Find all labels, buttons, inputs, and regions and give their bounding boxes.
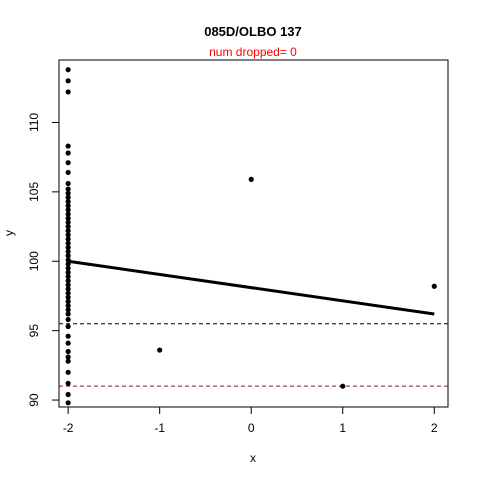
data-point — [65, 207, 71, 213]
data-point — [65, 298, 71, 305]
data-point — [65, 323, 71, 330]
data-point — [65, 369, 71, 375]
data-point — [65, 211, 71, 217]
y-tick-label: 90 — [27, 393, 41, 407]
chart-title: 085D/OLBO 137 — [204, 24, 302, 39]
data-point — [65, 180, 71, 187]
y-tick-label: 105 — [27, 182, 41, 202]
data-point — [65, 348, 71, 355]
data-point — [65, 190, 71, 196]
data-point — [65, 219, 71, 225]
data-point — [65, 269, 71, 275]
data-point — [65, 228, 71, 234]
data-point — [65, 143, 71, 149]
data-point — [65, 311, 71, 317]
reference-lines — [59, 323, 448, 387]
data-point — [248, 176, 254, 182]
data-point — [65, 261, 71, 267]
data-point — [65, 340, 71, 346]
data-point — [65, 265, 71, 271]
data-point — [65, 333, 71, 339]
y-axis-label: y — [2, 230, 16, 236]
data-point — [65, 186, 71, 192]
data-point — [65, 354, 71, 360]
y-axis: 90 95 100 105 110 — [27, 113, 60, 407]
x-tick-label: 1 — [339, 421, 346, 435]
data-point — [65, 286, 71, 292]
x-tick-label: -2 — [63, 421, 74, 435]
data-point — [65, 78, 71, 84]
data-point — [65, 198, 71, 205]
chart-subtitle: num dropped= 0 — [209, 45, 297, 59]
data-point — [65, 307, 71, 313]
fit-line — [67, 259, 435, 316]
data-points — [65, 67, 437, 406]
data-point — [65, 253, 71, 259]
data-point — [65, 223, 71, 230]
data-point — [65, 358, 71, 364]
data-point — [65, 316, 71, 323]
data-point — [65, 160, 71, 166]
data-point — [65, 236, 71, 242]
data-point — [65, 240, 71, 246]
data-point — [65, 244, 71, 250]
data-point — [65, 380, 71, 387]
data-point — [65, 303, 71, 309]
data-point — [65, 232, 71, 238]
data-point — [65, 257, 71, 263]
x-axis-label: x — [250, 451, 256, 465]
data-point — [65, 215, 71, 221]
data-point — [65, 169, 71, 176]
data-point — [65, 203, 71, 209]
y-tick-label: 95 — [27, 324, 41, 338]
x-tick-label: 0 — [248, 421, 255, 435]
data-point — [65, 273, 71, 280]
data-point — [65, 248, 71, 255]
data-point — [65, 150, 71, 156]
x-tick-label: 2 — [431, 421, 438, 435]
data-point — [65, 391, 71, 398]
data-point — [65, 67, 71, 73]
regression-line — [67, 259, 435, 316]
data-point — [340, 383, 346, 389]
data-point — [157, 347, 163, 353]
data-point — [65, 282, 71, 288]
data-point — [65, 294, 71, 300]
data-point — [431, 283, 437, 289]
data-point — [65, 278, 71, 284]
data-point — [65, 194, 71, 201]
y-tick-label: 110 — [27, 113, 41, 132]
x-tick-label: -1 — [154, 421, 165, 435]
data-point — [65, 400, 71, 406]
y-tick-label: 100 — [27, 251, 41, 271]
x-axis: -2 -1 0 1 2 — [63, 406, 438, 435]
plot-frame — [58, 59, 449, 408]
data-point — [65, 290, 71, 296]
data-point — [65, 89, 71, 95]
